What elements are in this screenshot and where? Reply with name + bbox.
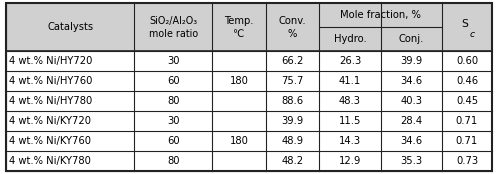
- Text: Temp.
℃: Temp. ℃: [224, 16, 253, 39]
- Text: 4 wt.% Ni/HY760: 4 wt.% Ni/HY760: [9, 76, 92, 86]
- Text: 180: 180: [230, 76, 249, 86]
- Text: Catalysts: Catalysts: [47, 22, 93, 32]
- Text: 4 wt.% Ni/KY780: 4 wt.% Ni/KY780: [9, 156, 91, 166]
- Text: S: S: [461, 19, 468, 29]
- Text: 30: 30: [167, 116, 179, 126]
- Text: 180: 180: [230, 136, 249, 146]
- Text: 80: 80: [167, 156, 179, 166]
- Text: 4 wt.% Ni/KY760: 4 wt.% Ni/KY760: [9, 136, 91, 146]
- Text: 34.6: 34.6: [400, 136, 422, 146]
- Text: 48.9: 48.9: [281, 136, 304, 146]
- Text: 0.73: 0.73: [456, 156, 478, 166]
- Text: Hydro.: Hydro.: [334, 34, 366, 44]
- Text: 12.9: 12.9: [339, 156, 361, 166]
- Text: 0.45: 0.45: [456, 96, 478, 106]
- Text: 4 wt.% Ni/KY720: 4 wt.% Ni/KY720: [9, 116, 91, 126]
- Text: 40.3: 40.3: [400, 96, 422, 106]
- Text: c: c: [469, 30, 475, 39]
- Text: 39.9: 39.9: [400, 56, 422, 66]
- Text: 34.6: 34.6: [400, 76, 422, 86]
- Text: 4 wt.% Ni/HY780: 4 wt.% Ni/HY780: [9, 96, 92, 106]
- Text: 80: 80: [167, 96, 179, 106]
- Text: 0.60: 0.60: [456, 56, 478, 66]
- Text: SiO₂/Al₂O₃
mole ratio: SiO₂/Al₂O₃ mole ratio: [148, 16, 198, 39]
- Text: 4 wt.% Ni/HY720: 4 wt.% Ni/HY720: [9, 56, 92, 66]
- Text: 0.71: 0.71: [456, 116, 478, 126]
- Text: Conj.: Conj.: [398, 34, 424, 44]
- Text: 28.4: 28.4: [400, 116, 422, 126]
- Bar: [379, 3, 381, 27]
- Text: 88.6: 88.6: [281, 96, 304, 106]
- Text: 30: 30: [167, 56, 179, 66]
- Text: 39.9: 39.9: [281, 116, 304, 126]
- Text: 60: 60: [167, 76, 179, 86]
- Text: 0.71: 0.71: [456, 136, 478, 146]
- Text: 48.3: 48.3: [339, 96, 361, 106]
- Text: Conv.
%: Conv. %: [279, 16, 306, 39]
- Text: 0.46: 0.46: [456, 76, 478, 86]
- Text: Mole fraction, %: Mole fraction, %: [340, 10, 421, 20]
- Text: 14.3: 14.3: [339, 136, 361, 146]
- Text: 41.1: 41.1: [339, 76, 361, 86]
- Text: 66.2: 66.2: [281, 56, 304, 66]
- Text: 48.2: 48.2: [281, 156, 304, 166]
- Text: 35.3: 35.3: [400, 156, 422, 166]
- Text: 11.5: 11.5: [339, 116, 361, 126]
- Text: 26.3: 26.3: [339, 56, 361, 66]
- Text: 60: 60: [167, 136, 179, 146]
- Text: 75.7: 75.7: [281, 76, 304, 86]
